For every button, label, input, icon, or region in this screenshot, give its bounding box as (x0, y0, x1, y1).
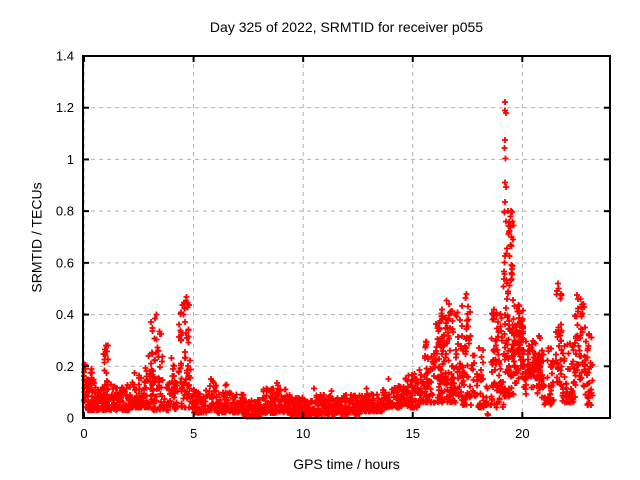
x-tick-label: 0 (80, 426, 87, 441)
chart-title: Day 325 of 2022, SRMTID for receiver p05… (209, 19, 484, 35)
x-axis-label: GPS time / hours (293, 456, 400, 472)
plot-border (82, 55, 611, 419)
y-tick-label: 1.4 (56, 49, 74, 64)
x-tick-label: 10 (296, 426, 310, 441)
x-tick-label: 15 (406, 426, 420, 441)
y-tick-label: 0.4 (56, 307, 74, 322)
x-tick-label: 20 (515, 426, 529, 441)
tick-labels: 0 5 10 15 20 0 0.2 0.4 0.6 0.8 1 1.2 1.4 (56, 49, 530, 442)
axis-ticks (83, 55, 610, 419)
y-tick-label: 0.8 (56, 204, 74, 219)
y-tick-label: 1.2 (56, 100, 74, 115)
x-tick-label: 5 (190, 426, 197, 441)
y-tick-label: 0.6 (56, 255, 74, 270)
y-tick-label: 0.2 (56, 359, 74, 374)
scatter-points (81, 99, 596, 420)
srmtid-scatter-series (81, 99, 596, 420)
y-tick-label: 1 (67, 152, 74, 167)
y-tick-label: 0 (67, 411, 74, 426)
